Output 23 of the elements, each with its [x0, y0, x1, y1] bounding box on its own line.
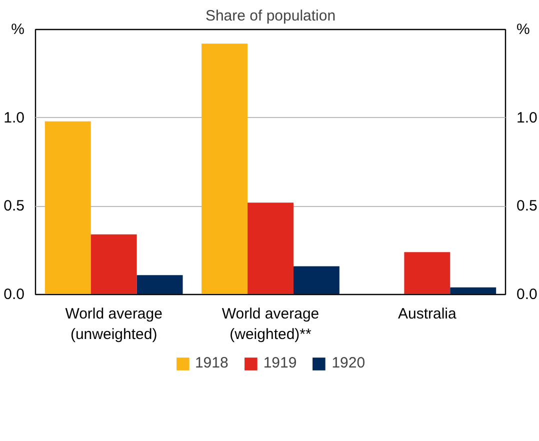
y2-tick-label: 0.0	[516, 286, 538, 303]
y2-tick-label: 1.0	[516, 109, 538, 126]
x-tick-label: Australia	[398, 306, 458, 322]
bar	[44, 121, 91, 294]
bar	[90, 234, 137, 294]
y-tick-label: 0.0	[4, 286, 25, 303]
chart-title: Share of population	[205, 8, 336, 24]
bar	[202, 44, 248, 294]
y2-axis-title: %	[516, 21, 530, 38]
y2-tick-label: 0.5	[516, 198, 538, 215]
legend-label: 1920	[332, 354, 366, 372]
y-tick-label: 1.0	[4, 109, 25, 126]
y-tick-label: 0.5	[4, 198, 25, 215]
x-tick-label: World average (unweighted)	[65, 306, 162, 343]
legend-label: 1919	[263, 354, 297, 372]
bar	[136, 275, 183, 294]
bar	[404, 252, 450, 294]
x-tick-label: World average (weighted)**	[222, 306, 320, 343]
y-axis-title: %	[11, 21, 25, 38]
legend-label: 1918	[194, 354, 228, 372]
bar	[248, 202, 294, 294]
bar	[450, 287, 496, 294]
bar	[293, 266, 340, 294]
